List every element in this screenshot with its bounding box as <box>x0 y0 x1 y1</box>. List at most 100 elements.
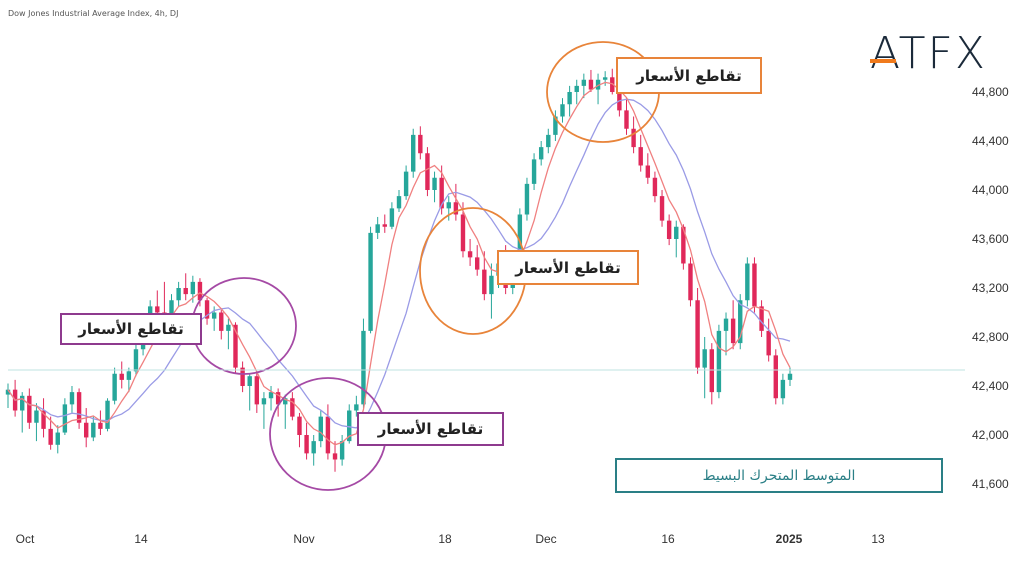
candle-up <box>190 281 196 295</box>
candle-down <box>645 165 651 178</box>
sma-slow-line <box>7 98 791 429</box>
candle-up <box>347 410 352 442</box>
y-tick-label: 42,400 <box>972 379 1009 393</box>
logo-accent <box>870 59 896 63</box>
candle-up <box>389 208 395 227</box>
y-tick-label: 43,600 <box>972 232 1009 246</box>
candle-down <box>453 202 459 215</box>
candle-down <box>482 269 487 295</box>
candle-up <box>354 404 359 411</box>
candle-up <box>546 134 551 148</box>
candle-down <box>425 153 430 190</box>
candle-up <box>489 275 494 295</box>
candle-down <box>418 134 423 154</box>
candle-down <box>48 428 53 445</box>
candle-up <box>745 263 750 301</box>
x-tick-label: Nov <box>293 532 315 546</box>
candle-down <box>119 373 124 380</box>
candle-up <box>595 79 601 90</box>
candle-down <box>439 177 444 209</box>
candle-up <box>361 330 366 405</box>
x-tick-label: 13 <box>871 532 885 546</box>
candle-down <box>290 398 295 417</box>
candle-up <box>226 324 231 331</box>
candle-up <box>446 202 451 209</box>
candle-down <box>631 128 636 148</box>
chart-title: Dow Jones Industrial Average Index, 4h, … <box>8 9 179 18</box>
x-tick-label: 2025 <box>775 532 803 546</box>
candle-up <box>20 395 25 411</box>
candle-down <box>652 177 658 197</box>
x-tick-label: Oct <box>15 532 35 546</box>
candle-down <box>254 376 260 405</box>
candle-down <box>730 318 736 344</box>
candle-down <box>382 224 387 227</box>
candle-up <box>112 373 117 401</box>
candle-down <box>233 324 238 368</box>
candle-down <box>304 435 309 454</box>
y-tick-label: 41,600 <box>972 477 1009 491</box>
candle-up <box>268 392 274 399</box>
candle-down <box>275 392 281 405</box>
annotation-cross-3: تقاطع الأسعار <box>497 250 639 285</box>
candle-up <box>602 77 608 80</box>
annotation-cross-2: تقاطع الأسعار <box>357 412 504 446</box>
candle-up <box>780 379 786 399</box>
candle-up <box>55 432 60 445</box>
candle-up <box>396 196 402 209</box>
candle-up <box>318 416 324 442</box>
candle-down <box>695 300 700 368</box>
candle-up <box>339 441 345 460</box>
candle-up <box>91 422 96 438</box>
candle-up <box>553 116 558 135</box>
candle-down <box>204 300 210 319</box>
candle-up <box>34 410 39 423</box>
candle-down <box>752 263 757 307</box>
candle-down <box>332 453 338 460</box>
x-tick-label: 16 <box>661 532 675 546</box>
candle-down <box>709 349 715 393</box>
candle-up <box>716 330 722 393</box>
atfx-logo: ATFX <box>870 28 987 79</box>
candle-up <box>261 398 267 405</box>
candle-up <box>368 232 373 331</box>
candle-down <box>98 422 103 429</box>
candle-down <box>41 410 46 429</box>
x-tick-label: Dec <box>535 532 557 546</box>
candle-up <box>176 288 181 301</box>
candle-up <box>5 389 11 395</box>
y-tick-label: 42,800 <box>972 330 1009 344</box>
candle-down <box>638 147 643 166</box>
candle-down <box>27 395 32 423</box>
candlestick-series <box>5 68 793 472</box>
candle-up <box>133 349 139 372</box>
y-tick-label: 42,000 <box>972 428 1009 442</box>
candle-down <box>659 196 665 221</box>
y-tick-label: 43,200 <box>972 281 1009 295</box>
candle-down <box>240 367 245 386</box>
annotation-cross-4: تقاطع الأسعار <box>616 57 762 94</box>
candle-up <box>787 373 793 380</box>
candle-down <box>610 77 615 92</box>
y-tick-label: 44,000 <box>972 183 1009 197</box>
candle-down <box>325 416 331 454</box>
candle-down <box>219 312 224 331</box>
y-tick-label: 44,800 <box>972 85 1009 99</box>
candle-up <box>574 85 579 92</box>
candle-up <box>538 147 544 160</box>
candle-down <box>624 110 629 129</box>
candle-down <box>773 355 778 399</box>
candle-up <box>375 224 380 233</box>
annotation-circle <box>191 277 297 375</box>
candle-up <box>531 159 537 184</box>
candle-down <box>474 257 480 270</box>
candle-down <box>297 416 302 435</box>
candle-up <box>524 183 530 215</box>
candle-up <box>283 398 288 405</box>
candle-up <box>738 300 743 344</box>
candle-up <box>432 177 437 190</box>
candle-down <box>155 306 160 313</box>
candle-up <box>169 300 174 325</box>
sma-fast-line <box>7 81 791 446</box>
